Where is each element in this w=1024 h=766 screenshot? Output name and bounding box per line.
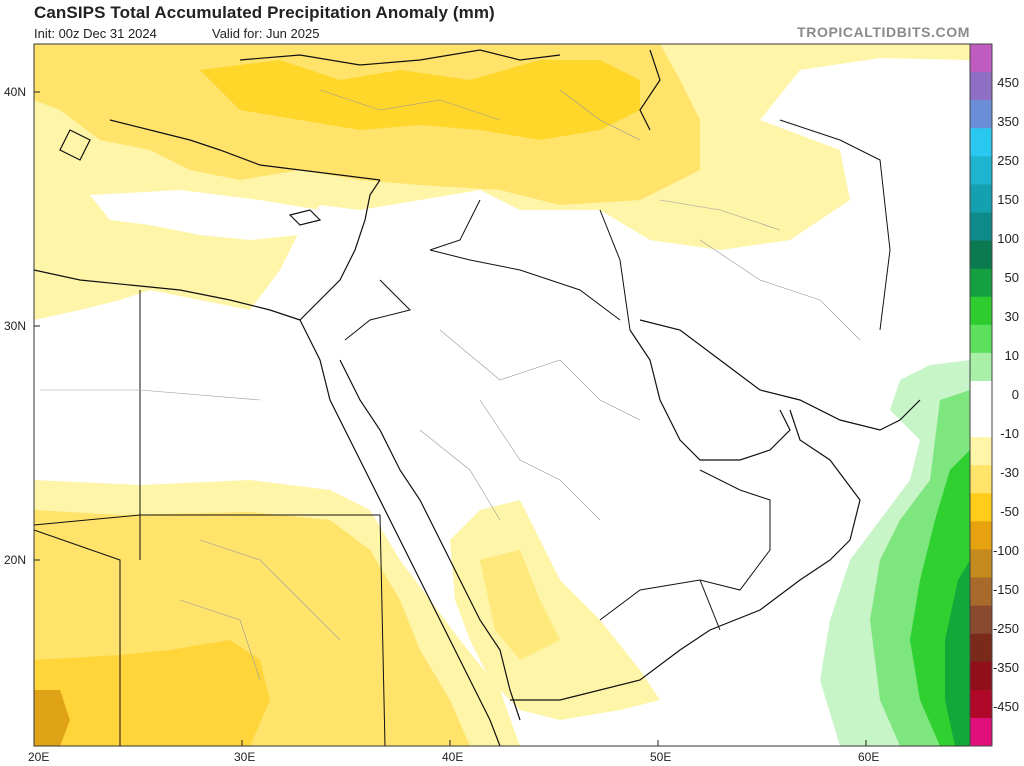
colorbar-swatch: [970, 128, 992, 157]
colorbar-swatch: [970, 661, 992, 691]
lon-label-30e: 30E: [234, 750, 256, 764]
colorbar-swatch: [970, 240, 992, 270]
colorbar: [969, 43, 993, 747]
dry-anomaly-southwest-core: [34, 640, 270, 746]
colorbar-label: -50: [1000, 504, 1019, 519]
colorbar-label: -250: [992, 621, 1019, 636]
country-borders: [33, 119, 891, 747]
lon-label-20e: 20E: [28, 750, 50, 764]
colorbar-swatch: [970, 44, 992, 73]
colorbar-swatch: [970, 296, 992, 326]
neutral-east-med: [90, 190, 320, 240]
colorbar-label: 350: [997, 114, 1019, 129]
colorbar-label: 50: [1004, 270, 1019, 285]
dry-anomaly-southwest-dark: [34, 690, 70, 746]
colorbar-label: -30: [1000, 465, 1019, 480]
brand-watermark: TROPICALTIDBITS.COM: [797, 24, 970, 40]
colorbar-swatch: [970, 605, 992, 635]
coastlines: [33, 49, 921, 747]
init-text: Init: 00z Dec 31 2024: [34, 26, 157, 41]
colorbar-label: 450: [997, 75, 1019, 90]
colorbar-label: 30: [1004, 309, 1019, 324]
colorbar-label: -350: [992, 660, 1019, 675]
colorbar-swatch: [970, 72, 992, 101]
valid-text: Valid for: Jun 2025: [212, 26, 320, 41]
colorbar-swatch: [970, 380, 992, 410]
colorbar-swatch: [970, 689, 992, 719]
colorbar-label: 10: [1004, 348, 1019, 363]
colorbar-label: -150: [992, 582, 1019, 597]
dry-anomaly-yemen-mid: [480, 550, 560, 660]
colorbar-label: 0: [1011, 387, 1019, 402]
colorbar-swatch: [970, 549, 992, 579]
colorbar-swatch: [970, 465, 992, 494]
colorbar-swatch: [970, 577, 992, 607]
colorbar-swatch: [970, 409, 992, 438]
colorbar-swatch: [970, 717, 992, 747]
lat-ticks: [34, 91, 40, 561]
province-borders: [40, 89, 861, 681]
dry-anomaly-north-core: [200, 60, 640, 140]
colorbar-label: 100: [997, 231, 1019, 246]
colorbar-swatch: [970, 437, 992, 466]
colorbar-label: -450: [992, 699, 1019, 714]
colorbar-swatch: [970, 268, 992, 298]
map-title: CanSIPS Total Accumulated Precipitation …: [34, 3, 495, 22]
lon-label-60e: 60E: [858, 750, 880, 764]
lat-label-20n: 20N: [4, 553, 27, 567]
colorbar-swatch: [970, 156, 992, 185]
colorbar-label: 250: [997, 153, 1019, 168]
colorbar-swatch: [970, 521, 992, 550]
colorbar-swatch: [970, 212, 992, 242]
colorbar-label: -10: [1000, 426, 1019, 441]
colorbar-swatch: [970, 184, 992, 213]
colorbar-swatch: [970, 352, 992, 382]
colorbar-swatch: [970, 100, 992, 129]
colorbar-label: 150: [997, 192, 1019, 207]
lon-label-50e: 50E: [650, 750, 672, 764]
colorbar-swatch: [970, 633, 992, 663]
lon-label-40e: 40E: [442, 750, 464, 764]
colorbar-swatch: [970, 493, 992, 522]
colorbar-swatch: [970, 324, 992, 354]
wet-anomaly-core: [945, 560, 970, 746]
colorbar-label: -100: [992, 543, 1019, 558]
lat-label-40n: 40N: [4, 85, 27, 99]
lat-label-30n: 30N: [4, 319, 27, 333]
